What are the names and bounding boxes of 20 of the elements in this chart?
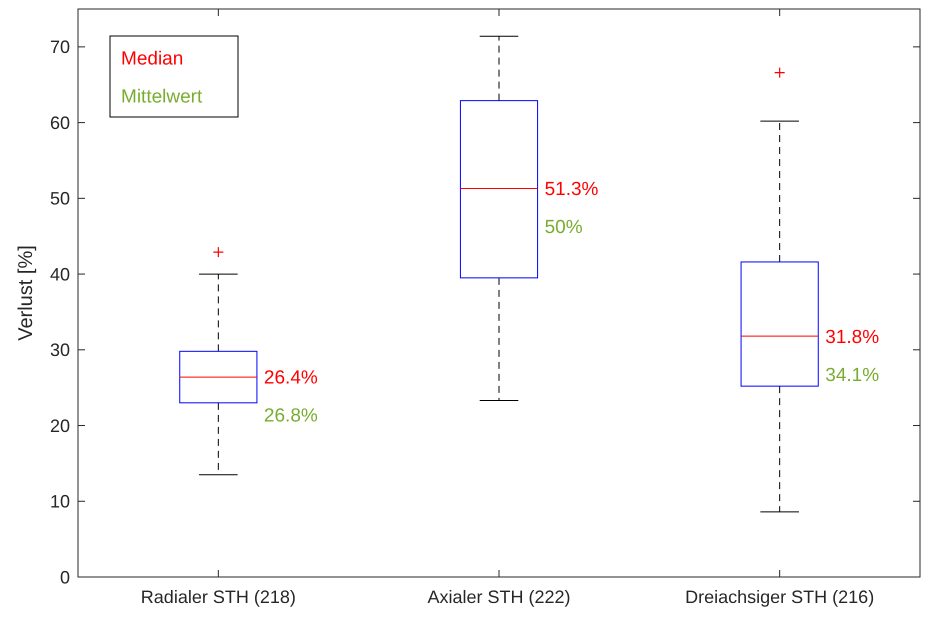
annotation: 26.8% xyxy=(264,406,318,427)
annotation: 51.3% xyxy=(544,179,599,200)
y-tick-label: 30 xyxy=(50,340,70,360)
y-axis-title: Verlust [%] xyxy=(15,245,37,341)
y-tick-label: 60 xyxy=(50,112,70,133)
annotation: 50% xyxy=(544,217,583,238)
annotation: 26.4% xyxy=(264,368,318,389)
annotation: Mittelwert xyxy=(121,86,204,108)
annotation: 34.1% xyxy=(825,364,880,386)
annotation: Median xyxy=(121,48,184,70)
x-tick-label: Dreiachsiger STH (216) xyxy=(685,587,874,607)
y-tick-label: 40 xyxy=(50,264,70,284)
y-tick-label: 50 xyxy=(50,188,70,209)
y-tick-label: 0 xyxy=(60,567,70,588)
annotation: 31.8% xyxy=(825,326,880,348)
x-tick-label: Radialer STH (218) xyxy=(140,587,296,607)
y-tick-label: 20 xyxy=(50,416,70,436)
x-tick-label: Axialer STH (222) xyxy=(427,587,571,607)
y-tick-label: 70 xyxy=(50,37,70,58)
y-tick-label: 10 xyxy=(50,492,70,512)
